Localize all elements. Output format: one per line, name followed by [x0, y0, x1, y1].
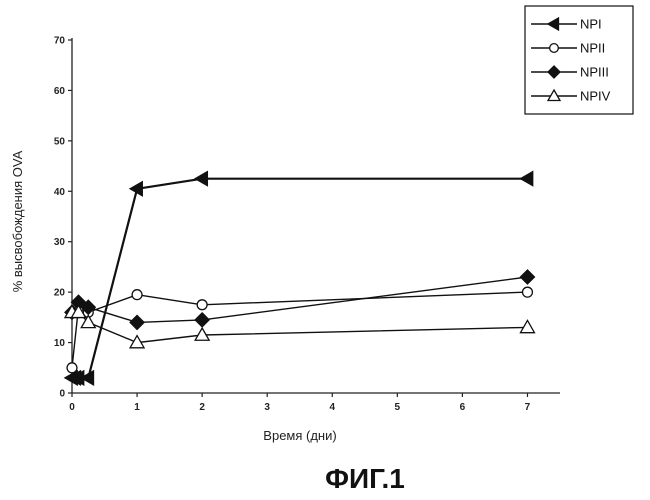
- y-tick-label: 40: [54, 187, 66, 198]
- data-point-npii: [132, 290, 142, 300]
- legend-marker-npii: [550, 44, 559, 53]
- y-tick-label: 50: [54, 136, 66, 147]
- data-point-npii: [67, 363, 77, 373]
- series-npi: [65, 172, 533, 385]
- y-tick-label: 30: [54, 237, 66, 248]
- series-layer: [65, 172, 534, 385]
- data-point-npii: [197, 300, 207, 310]
- legend-box: [525, 6, 633, 114]
- series-line-npii: [72, 292, 528, 368]
- data-point-npiv: [520, 320, 534, 332]
- legend-label-npiii: NPIII: [580, 65, 609, 80]
- axes: 0 10 20 30 40 50 60 70 0 1 2 3 4 5 6 7: [54, 36, 560, 414]
- data-point-npi: [520, 172, 532, 186]
- legend: NPI NPII NPIII NPIV: [525, 6, 633, 114]
- y-tick-label: 60: [54, 86, 66, 97]
- x-tick-label: 1: [134, 402, 140, 413]
- legend-label-npiv: NPIV: [580, 89, 611, 104]
- data-point-npiii: [195, 313, 209, 327]
- x-axis-title: Время (дни): [263, 428, 336, 443]
- legend-label-npi: NPI: [580, 17, 602, 32]
- y-tick-label: 20: [54, 288, 66, 299]
- y-axis-title: % высвобождения OVA: [10, 150, 25, 292]
- figure-caption: ФИГ.1: [325, 463, 405, 494]
- legend-label-npii: NPII: [580, 41, 605, 56]
- x-tick-label: 5: [395, 402, 401, 413]
- y-tick-label: 70: [54, 36, 66, 47]
- x-tick-label: 7: [525, 402, 531, 413]
- series-line-npiii: [72, 277, 528, 322]
- data-point-npii: [523, 287, 533, 297]
- y-tick-label: 10: [54, 338, 66, 349]
- x-tick-label: 6: [460, 402, 466, 413]
- data-point-npiii: [130, 315, 144, 329]
- data-point-npi: [195, 172, 207, 186]
- series-line-npiv: [72, 312, 528, 342]
- x-tick-label: 0: [69, 402, 75, 413]
- x-tick-label: 3: [264, 402, 270, 413]
- x-tick-label: 2: [199, 402, 205, 413]
- y-tick-label: 0: [59, 389, 65, 400]
- x-tick-label: 4: [329, 402, 335, 413]
- data-point-npiv: [195, 328, 209, 340]
- data-point-npiii: [520, 270, 534, 284]
